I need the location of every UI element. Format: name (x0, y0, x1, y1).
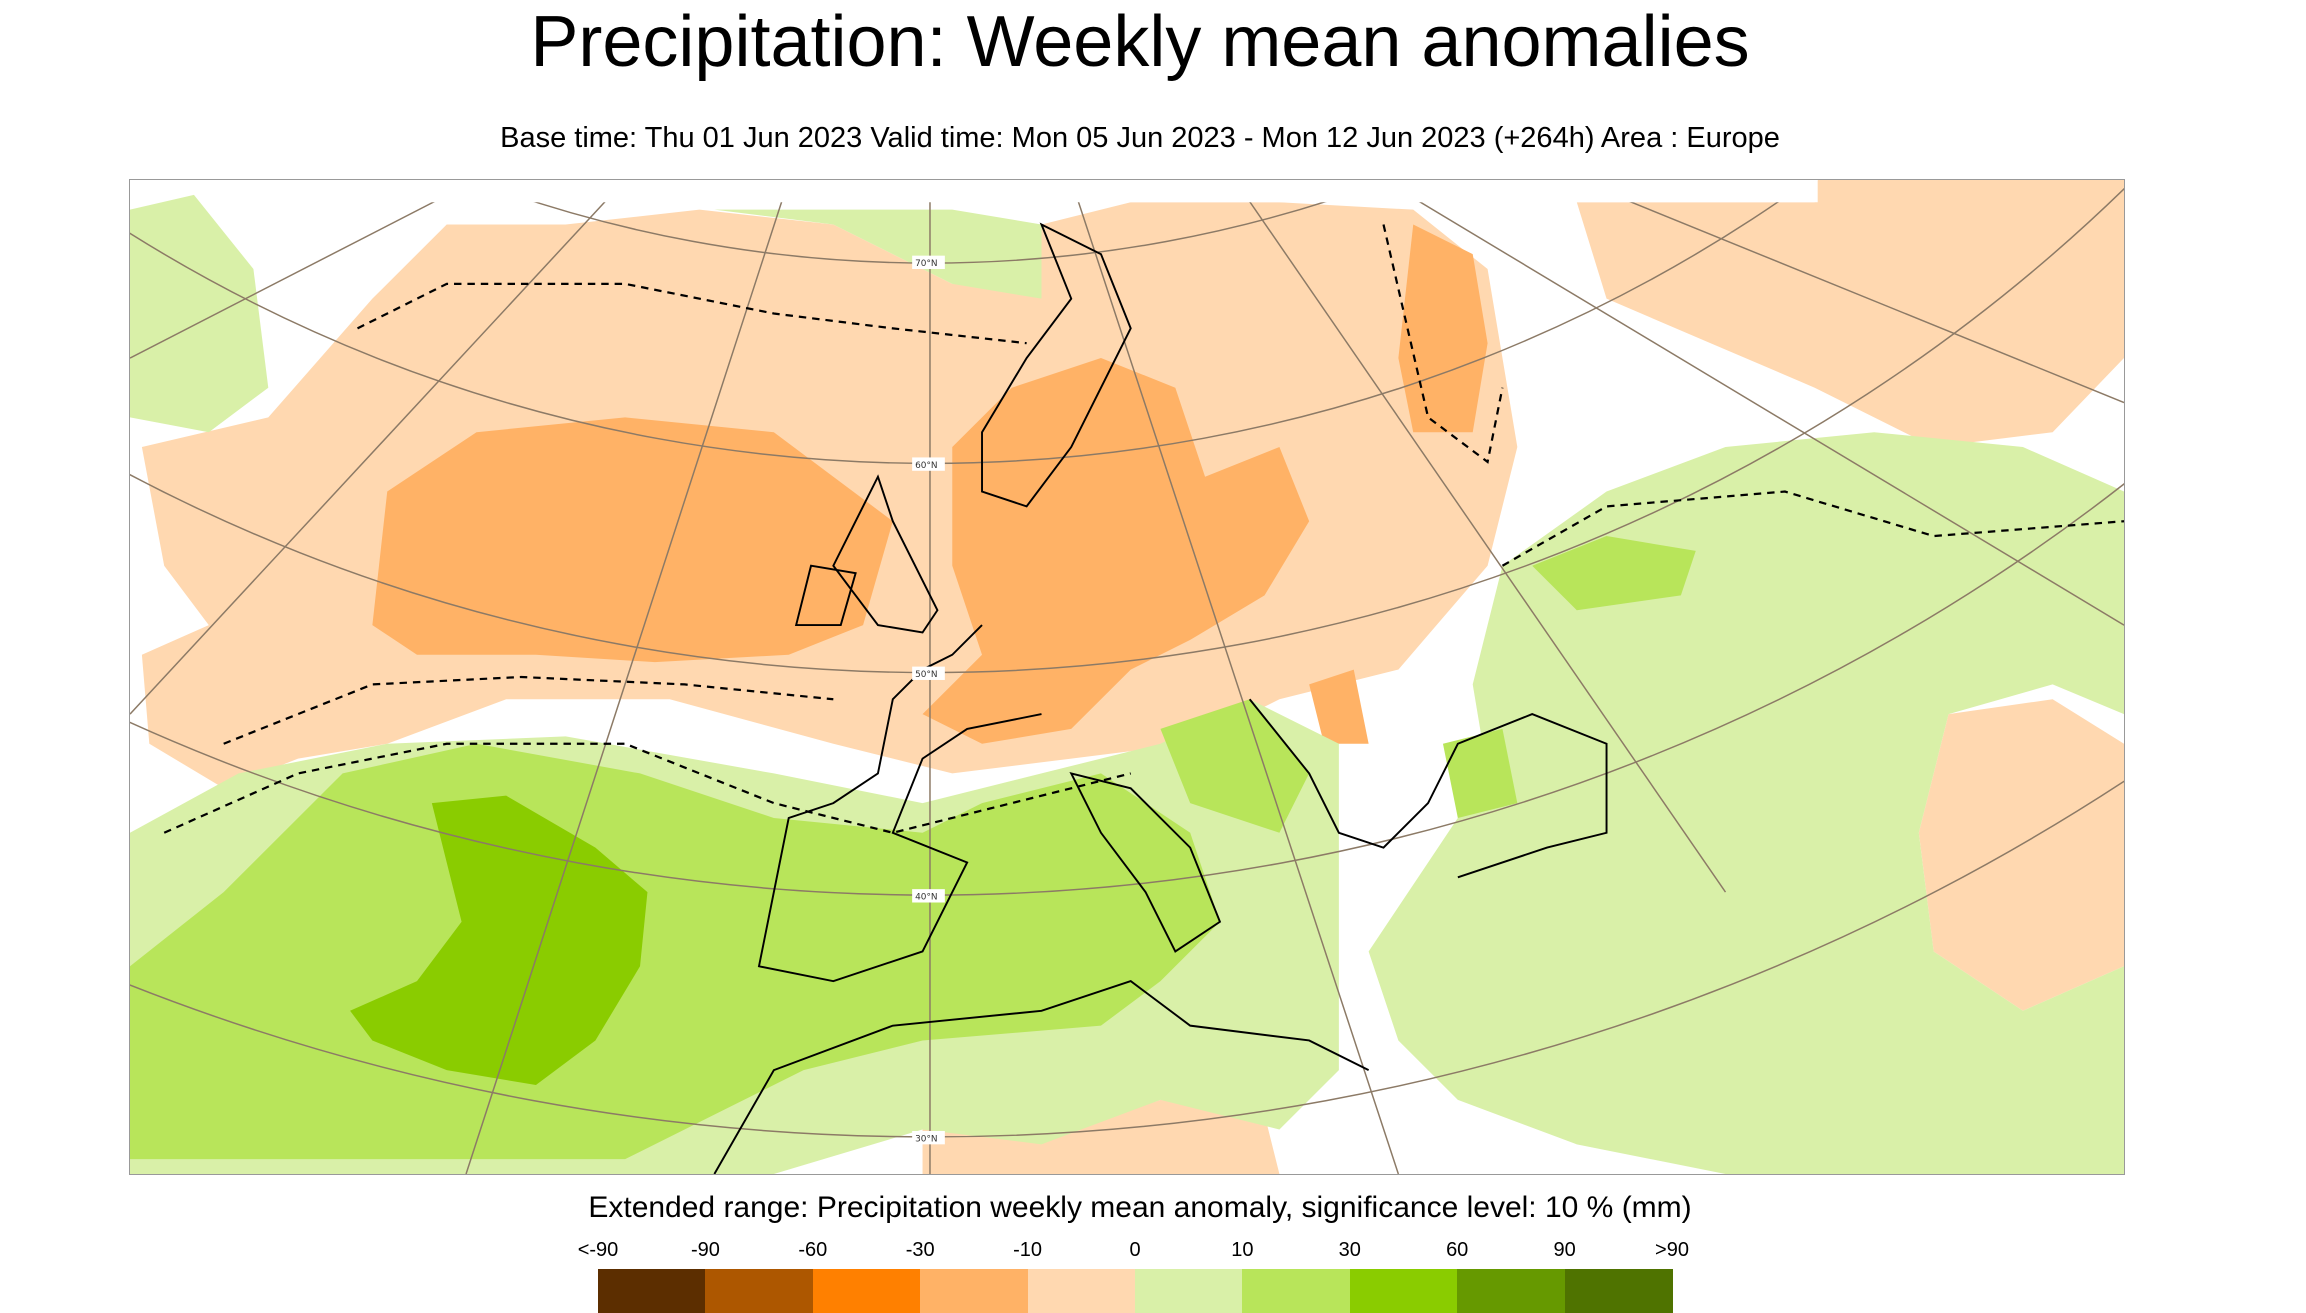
legend-swatch (1027, 1269, 1136, 1313)
lat-label-50: 50°N (915, 670, 937, 680)
region-light-orange-sahara (922, 1099, 1280, 1174)
region-orange-atlantic (372, 417, 893, 663)
legend-swatch (1242, 1269, 1351, 1313)
region-green-balkans (1160, 699, 1310, 833)
legend-tick-label: -60 (798, 1239, 828, 1261)
lat-label-30: 30°N (915, 1134, 937, 1144)
legend-swatch (1564, 1269, 1673, 1313)
region-light-orange-east (1918, 699, 2124, 1011)
legend-swatch (1349, 1269, 1459, 1313)
legend-tick-label: 30 (1338, 1239, 1361, 1261)
legend-tick-label: <-90 (577, 1239, 619, 1261)
region-green-ukraine (1532, 536, 1696, 611)
legend-swatch (812, 1269, 922, 1313)
legend-tick-label: -90 (690, 1239, 720, 1261)
legend-tick-label: 60 (1446, 1239, 1469, 1261)
region-dark-green-atlantic (350, 795, 648, 1085)
lat-label-40: 40°N (915, 893, 937, 903)
top-strip (419, 180, 1818, 203)
region-green-atlantic (130, 743, 1220, 1160)
legend-tick-label: -30 (905, 1239, 935, 1261)
region-orange-europe (922, 358, 1310, 744)
legend-swatch (598, 1269, 707, 1313)
region-orange-balkans (1309, 669, 1369, 744)
legend-tick-label: 0 (1129, 1239, 1141, 1261)
region-light-orange-russia (1576, 180, 2124, 448)
legend-swatch (705, 1269, 814, 1313)
lat-label-60: 60°N (915, 461, 937, 471)
chart-subtitle: Base time: Thu 01 Jun 2023 Valid time: M… (500, 122, 1780, 154)
legend-tick-label: 10 (1231, 1239, 1254, 1261)
legend-tick-label: 90 (1553, 1239, 1576, 1261)
legend-swatch (920, 1269, 1029, 1313)
coastlines (713, 222, 1608, 1175)
legend-swatch (1135, 1269, 1244, 1313)
region-orange-russia (1398, 224, 1488, 433)
region-green-blacksea (1442, 728, 1518, 818)
legend-tick-label: -10 (1013, 1239, 1043, 1261)
anomaly-map: 70°N 60°N 50°N 40°N 30°N (0, 0, 2306, 1175)
lat-label-70: 70°N (915, 259, 937, 269)
map-svg: 70°N 60°N 50°N 40°N 30°N (0, 0, 2306, 1175)
region-light-green-east (1368, 432, 2124, 1174)
latitude-labels: 70°N 60°N 50°N 40°N 30°N (912, 255, 945, 1144)
legend-swatch (1457, 1269, 1566, 1313)
significance-contours (163, 224, 2125, 834)
legend-title: Extended range: Precipitation weekly mea… (588, 1191, 1692, 1224)
region-light-green-arctic (714, 209, 1042, 299)
chart-title: Precipitation: Weekly mean anomalies (530, 2, 1750, 82)
legend-tick-label: >90 (1655, 1239, 1689, 1261)
